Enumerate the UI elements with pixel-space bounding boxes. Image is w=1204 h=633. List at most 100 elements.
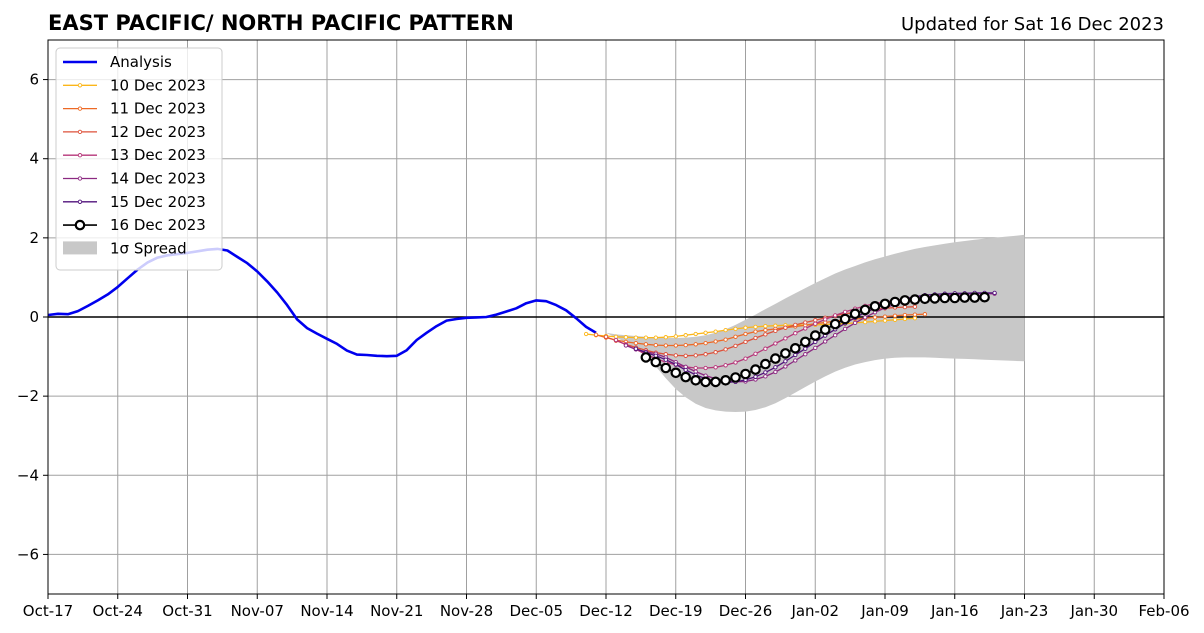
- legend-swatch-marker: [77, 176, 83, 181]
- series-point: [892, 317, 898, 322]
- series-point: [882, 318, 888, 323]
- legend-item: 13 Dec 2023: [63, 146, 206, 164]
- legend-swatch-spread: [63, 241, 97, 255]
- series-point: [862, 315, 868, 320]
- x-tick-label: Dec-05: [509, 602, 563, 620]
- legend-box: [55, 47, 223, 271]
- series-point: [763, 374, 768, 379]
- legend-swatch-marker: [77, 129, 83, 135]
- series-point: [869, 300, 881, 312]
- legend-swatch-marker: [77, 83, 83, 88]
- series-point: [753, 324, 758, 330]
- y-tick-label: −6: [17, 545, 39, 563]
- series-point: [683, 342, 688, 348]
- series-point: [912, 304, 918, 309]
- legend-item: 15 Dec 2023: [63, 193, 206, 211]
- legend-swatch-marker: [77, 153, 83, 158]
- series-point: [693, 331, 698, 337]
- series-point: [683, 333, 688, 338]
- series-point: [909, 294, 921, 305]
- series-point: [842, 326, 848, 332]
- series-point: [760, 358, 771, 370]
- series-16-dec-2023: [640, 291, 990, 388]
- series-point: [753, 351, 758, 356]
- legend: Analysis 10 Dec 2023 11 Dec 2023 12 Dec 202…: [55, 47, 223, 271]
- series-point: [793, 322, 798, 328]
- x-tick-label: Jan-02: [790, 602, 839, 620]
- series-point: [763, 327, 768, 333]
- series-point: [703, 340, 708, 346]
- series-point: [583, 331, 589, 337]
- series-point: [663, 357, 668, 362]
- legend-label: 14 Dec 2023: [110, 170, 206, 188]
- plot-area: [47, 40, 1165, 594]
- series-point: [783, 364, 788, 369]
- series-point: [693, 342, 698, 347]
- series-point: [640, 352, 652, 363]
- series-point: [710, 376, 721, 388]
- series-point: [643, 335, 649, 340]
- x-tick-label: Nov-07: [231, 602, 284, 620]
- series-point: [799, 336, 811, 348]
- legend-swatch-marker: [74, 219, 86, 231]
- series-point: [653, 335, 658, 340]
- series-point: [723, 337, 728, 342]
- series-point: [823, 317, 828, 322]
- x-tick-label: Jan-16: [930, 602, 979, 620]
- series-point: [763, 370, 768, 375]
- series-point: [803, 352, 808, 357]
- series-point: [823, 339, 828, 344]
- series-point: [803, 320, 808, 325]
- legend-label: 13 Dec 2023: [110, 146, 206, 164]
- series-point: [663, 335, 668, 340]
- series-point: [872, 319, 878, 324]
- series-point: [690, 374, 701, 386]
- y-tick-label: −2: [17, 387, 39, 405]
- series-point: [783, 359, 788, 364]
- series-point: [763, 323, 768, 329]
- chart-subtitle: Updated for Sat 16 Dec 2023: [901, 14, 1164, 35]
- series-point: [673, 362, 678, 367]
- series-point: [703, 365, 708, 371]
- series-point: [929, 293, 941, 304]
- series-point: [833, 313, 838, 318]
- x-tick-label: Oct-24: [93, 602, 143, 620]
- series-point: [713, 350, 718, 355]
- series-point: [593, 332, 599, 337]
- series-point: [842, 309, 848, 315]
- series-point: [633, 335, 639, 340]
- series-point: [743, 339, 748, 345]
- series-point: [793, 352, 798, 358]
- series-point: [783, 325, 788, 330]
- y-tick-label: 4: [29, 150, 39, 168]
- series-point: [723, 347, 728, 352]
- series-point: [653, 342, 658, 348]
- x-tick-label: Dec-12: [579, 602, 633, 620]
- y-tick-label: 6: [29, 71, 39, 89]
- series-point: [803, 346, 808, 351]
- series-point: [703, 352, 708, 357]
- series-point: [743, 356, 748, 361]
- series-point: [673, 353, 678, 358]
- legend-swatch-marker: [77, 199, 83, 204]
- series-point: [703, 330, 708, 335]
- legend-item: 10 Dec 2023: [63, 76, 206, 94]
- series-point: [969, 292, 980, 303]
- series-point: [733, 343, 738, 349]
- series-point: [720, 374, 731, 386]
- x-tick-label: Dec-19: [649, 602, 703, 620]
- series-point: [663, 343, 668, 348]
- series-point: [939, 292, 951, 304]
- series-point: [849, 308, 861, 320]
- y-tick-label: −4: [17, 466, 39, 484]
- series-point: [733, 360, 738, 365]
- legend-label: Analysis: [110, 53, 172, 71]
- series-point: [713, 365, 718, 370]
- series-point: [859, 304, 871, 316]
- legend-label: 16 Dec 2023: [110, 216, 206, 234]
- series-point: [743, 325, 748, 330]
- series-point: [650, 356, 662, 368]
- x-tick-label: Oct-31: [162, 602, 212, 620]
- series-point: [643, 342, 649, 347]
